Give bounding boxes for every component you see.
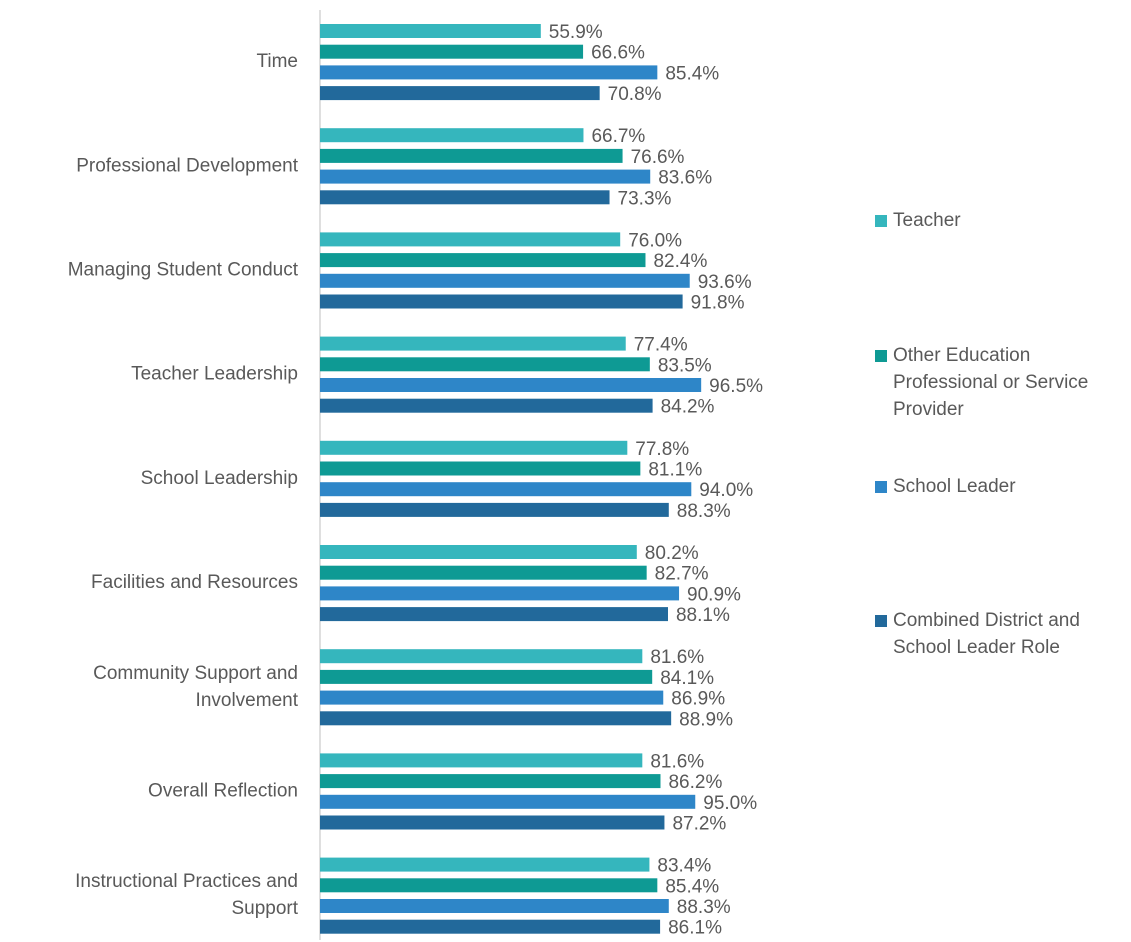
y-tick-label: Time bbox=[256, 51, 298, 72]
bar bbox=[320, 899, 669, 913]
bar bbox=[320, 815, 665, 830]
data-label: 88.3% bbox=[677, 501, 731, 522]
data-label: 83.6% bbox=[658, 168, 712, 189]
data-label: 82.4% bbox=[653, 251, 707, 272]
y-tick-label: Managing Student Conduct bbox=[68, 260, 299, 281]
bar bbox=[320, 44, 584, 59]
data-label: 83.4% bbox=[657, 856, 711, 877]
bar bbox=[320, 336, 626, 351]
bar bbox=[320, 649, 643, 664]
data-label: 88.9% bbox=[679, 709, 733, 730]
data-label: 84.2% bbox=[661, 397, 715, 418]
y-tick-label: Instructional Practices and Support bbox=[75, 871, 299, 919]
y-tick-label: Facilities and Resources bbox=[91, 572, 298, 593]
legend-swatch bbox=[875, 615, 887, 627]
bar bbox=[320, 502, 669, 517]
bar bbox=[320, 398, 653, 413]
data-label: 84.1% bbox=[660, 668, 714, 689]
data-label: 80.2% bbox=[645, 543, 699, 564]
y-tick-label: Professional Development bbox=[76, 155, 299, 176]
data-label: 77.4% bbox=[634, 335, 688, 356]
bar bbox=[320, 586, 680, 601]
data-label: 85.4% bbox=[665, 876, 719, 897]
data-label: 90.9% bbox=[687, 584, 741, 605]
legend-label: Teacher bbox=[893, 210, 961, 231]
bar bbox=[320, 482, 692, 497]
data-label: 81.1% bbox=[648, 460, 702, 481]
legend-label: Other Education Professional or Service Pr… bbox=[893, 345, 1088, 420]
y-tick-label: Teacher Leadership bbox=[131, 364, 298, 385]
legend-label: School Leader bbox=[893, 476, 1016, 497]
bar bbox=[320, 169, 651, 184]
bar bbox=[320, 753, 643, 768]
bar bbox=[320, 669, 653, 684]
data-label: 87.2% bbox=[672, 814, 726, 835]
bar bbox=[320, 190, 610, 205]
bar bbox=[320, 440, 628, 455]
data-label: 55.9% bbox=[549, 22, 603, 43]
data-label: 88.1% bbox=[676, 605, 730, 626]
bar bbox=[320, 294, 683, 309]
bar bbox=[320, 86, 600, 101]
data-label: 96.5% bbox=[709, 376, 763, 397]
data-label: 85.4% bbox=[665, 63, 719, 84]
bar bbox=[320, 607, 668, 622]
data-label: 66.6% bbox=[591, 43, 645, 64]
bar bbox=[320, 794, 696, 809]
legend-label: Combined District and School Leader Role bbox=[893, 610, 1080, 658]
y-tick-label: Community Support and Involvement bbox=[93, 663, 299, 711]
data-label: 66.7% bbox=[591, 126, 645, 147]
bar bbox=[320, 690, 664, 705]
bar bbox=[320, 65, 658, 80]
data-label: 77.8% bbox=[635, 439, 689, 460]
data-label: 76.0% bbox=[628, 230, 682, 251]
bar bbox=[320, 711, 672, 726]
legend-swatch bbox=[875, 481, 887, 493]
data-label: 73.3% bbox=[618, 188, 672, 209]
y-tick-label: School Leadership bbox=[141, 468, 298, 489]
data-label: 81.6% bbox=[650, 647, 704, 668]
data-label: 86.9% bbox=[671, 689, 725, 710]
bar bbox=[320, 565, 647, 580]
bar bbox=[320, 148, 623, 163]
data-label: 94.0% bbox=[699, 480, 753, 501]
bar bbox=[320, 232, 621, 247]
bar bbox=[320, 273, 690, 288]
bar bbox=[320, 128, 584, 143]
bar bbox=[320, 545, 637, 559]
y-tick-label: Overall Reflection bbox=[148, 781, 298, 802]
data-label: 70.8% bbox=[608, 84, 662, 105]
bar bbox=[320, 357, 650, 372]
data-label: 95.0% bbox=[703, 793, 757, 814]
bar bbox=[320, 919, 661, 934]
bar bbox=[320, 378, 702, 392]
legend-swatch bbox=[875, 350, 887, 362]
data-label: 82.7% bbox=[655, 564, 709, 585]
bar bbox=[320, 253, 646, 268]
bar bbox=[320, 857, 650, 872]
bar bbox=[320, 878, 658, 893]
data-label: 88.3% bbox=[677, 897, 731, 918]
data-label: 91.8% bbox=[691, 293, 745, 314]
data-label: 76.6% bbox=[631, 147, 685, 168]
legend-swatch bbox=[875, 215, 887, 227]
data-label: 81.6% bbox=[650, 751, 704, 772]
bar bbox=[320, 461, 641, 476]
bar bbox=[320, 774, 661, 789]
data-label: 83.5% bbox=[658, 355, 712, 376]
bar bbox=[320, 24, 541, 38]
data-label: 86.2% bbox=[668, 772, 722, 793]
data-label: 86.1% bbox=[668, 918, 722, 939]
data-label: 93.6% bbox=[698, 272, 752, 293]
